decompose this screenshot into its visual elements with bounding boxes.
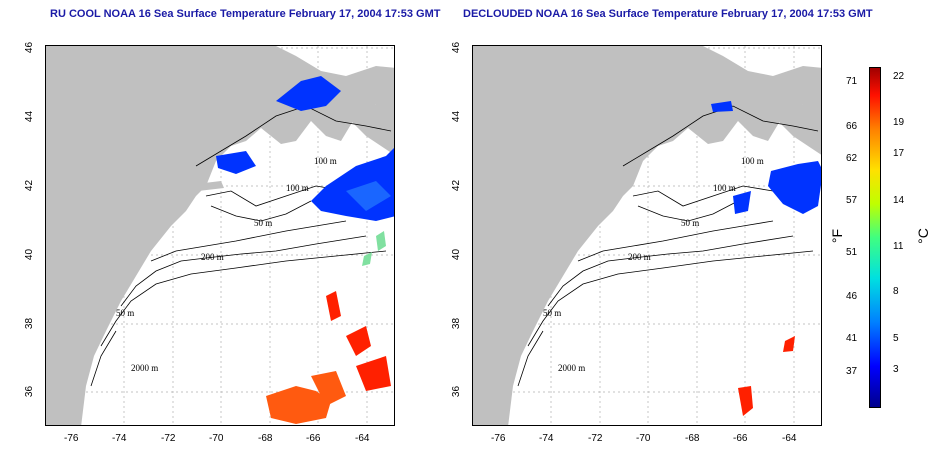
x-tick-label: -68 bbox=[685, 433, 700, 444]
contour-label: 50 m bbox=[116, 308, 134, 318]
celsius-tick: 22 bbox=[893, 71, 905, 82]
warm-sst-patch bbox=[326, 291, 341, 321]
celsius-tick: 5 bbox=[893, 333, 899, 344]
y-tick-label: 44 bbox=[451, 110, 463, 123]
fahrenheit-tick: 62 bbox=[846, 153, 858, 164]
celsius-tick: 14 bbox=[893, 195, 905, 206]
left-sst-map: 100 m 100 m 50 m 200 m 50 m 2000 m bbox=[45, 45, 395, 426]
contour-label: 100 m bbox=[286, 183, 309, 193]
celsius-tick: 11 bbox=[893, 241, 904, 252]
fahrenheit-tick: 41 bbox=[846, 333, 858, 344]
fahrenheit-tick: 66 bbox=[846, 121, 858, 132]
left-panel-title: RU COOL NOAA 16 Sea Surface Temperature … bbox=[50, 8, 441, 20]
contour-label: 50 m bbox=[254, 218, 272, 228]
warm-sst-patch bbox=[356, 356, 391, 391]
x-tick-label: -66 bbox=[306, 433, 321, 444]
left-map-graphic: 100 m 100 m 50 m 200 m 50 m 2000 m bbox=[46, 46, 394, 425]
warm-sst-patch bbox=[738, 386, 753, 416]
land-mass bbox=[473, 46, 821, 425]
fahrenheit-tick: 37 bbox=[846, 366, 858, 377]
y-tick-label: 46 bbox=[24, 41, 36, 54]
x-tick-label: -72 bbox=[588, 433, 603, 444]
right-panel-title: DECLOUDED NOAA 16 Sea Surface Temperatur… bbox=[463, 8, 873, 20]
x-tick-label: -74 bbox=[539, 433, 554, 444]
contour-label: 100 m bbox=[713, 183, 736, 193]
y-tick-label: 42 bbox=[451, 179, 463, 192]
contour-label: 50 m bbox=[543, 308, 561, 318]
x-tick-label: -74 bbox=[112, 433, 127, 444]
contour-label: 100 m bbox=[314, 156, 337, 166]
cold-sst-patch bbox=[711, 101, 733, 112]
fahrenheit-tick: 57 bbox=[846, 195, 858, 206]
y-tick-label: 44 bbox=[24, 110, 36, 123]
warm-sst-patch bbox=[266, 386, 331, 424]
fahrenheit-tick: 71 bbox=[846, 76, 858, 87]
x-tick-label: -76 bbox=[64, 433, 79, 444]
y-tick-label: 46 bbox=[451, 41, 463, 54]
temperature-colorbar bbox=[869, 67, 881, 408]
contour-label: 200 m bbox=[628, 252, 651, 262]
cold-sst-patch bbox=[276, 76, 341, 111]
right-sst-map: 100 m 100 m 50 m 200 m 50 m 2000 m bbox=[472, 45, 822, 426]
cold-sst-patch bbox=[768, 161, 821, 214]
warm-sst-patch bbox=[783, 336, 795, 352]
y-tick-label: 42 bbox=[24, 179, 36, 192]
land-mass bbox=[46, 46, 394, 425]
x-tick-label: -64 bbox=[782, 433, 797, 444]
celsius-tick: 19 bbox=[893, 117, 905, 128]
cold-sst-patch bbox=[733, 191, 751, 214]
x-tick-label: -68 bbox=[258, 433, 273, 444]
contour-label: 2000 m bbox=[131, 363, 158, 373]
y-tick-label: 36 bbox=[24, 385, 36, 398]
contour-label: 50 m bbox=[681, 218, 699, 228]
y-tick-label: 36 bbox=[451, 385, 463, 398]
fahrenheit-unit-label: °F bbox=[829, 228, 846, 244]
celsius-unit-label: °C bbox=[914, 228, 931, 244]
warm-sst-patch bbox=[311, 371, 346, 406]
contour-label: 2000 m bbox=[558, 363, 585, 373]
x-tick-label: -66 bbox=[733, 433, 748, 444]
x-tick-label: -70 bbox=[636, 433, 651, 444]
x-tick-label: -76 bbox=[491, 433, 506, 444]
fahrenheit-tick: 46 bbox=[846, 291, 858, 302]
x-tick-label: -64 bbox=[355, 433, 370, 444]
x-tick-label: -70 bbox=[209, 433, 224, 444]
warm-sst-patch bbox=[346, 326, 371, 356]
celsius-tick: 17 bbox=[893, 148, 905, 159]
celsius-tick: 8 bbox=[893, 286, 899, 297]
celsius-tick: 3 bbox=[893, 364, 899, 375]
y-tick-label: 38 bbox=[451, 317, 463, 330]
contour-label: 100 m bbox=[741, 156, 764, 166]
contour-label: 200 m bbox=[201, 252, 224, 262]
y-tick-label: 40 bbox=[451, 248, 463, 261]
y-tick-label: 38 bbox=[24, 317, 36, 330]
right-map-graphic: 100 m 100 m 50 m 200 m 50 m 2000 m bbox=[473, 46, 821, 425]
y-tick-label: 40 bbox=[24, 248, 36, 261]
cold-sst-patch bbox=[216, 151, 256, 174]
fahrenheit-tick: 51 bbox=[846, 247, 858, 258]
x-tick-label: -72 bbox=[161, 433, 176, 444]
